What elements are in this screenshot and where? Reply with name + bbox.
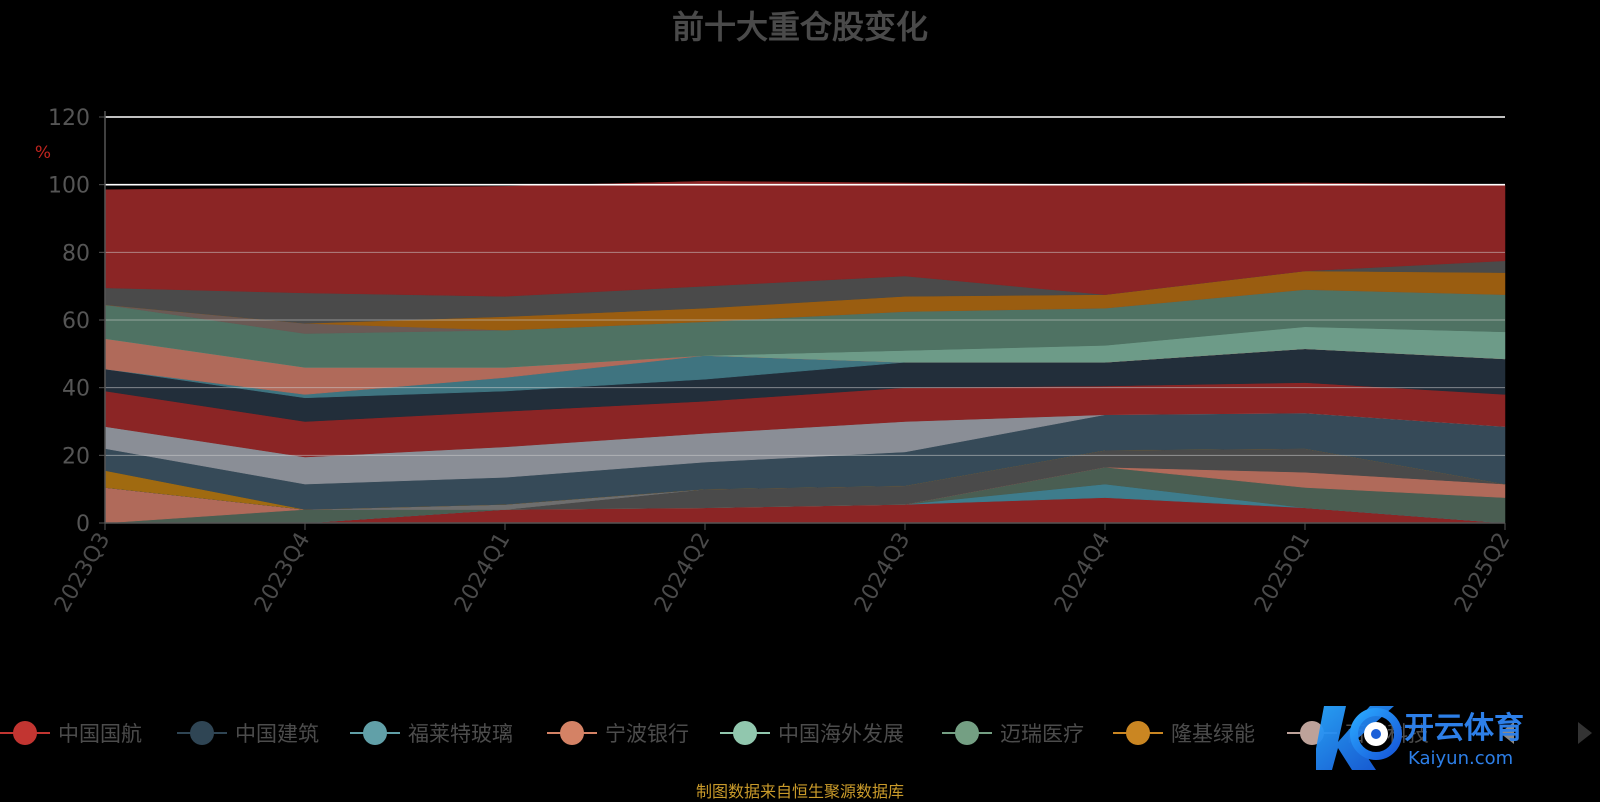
y-tick-label-40: 40	[62, 377, 90, 402]
legend: 中国国航中国建筑福莱特玻璃宁波银行中国海外发展迈瑞医疗隆基绿能百济科技	[0, 718, 1600, 748]
legend-label: 中国建筑	[235, 722, 319, 746]
footer-source-note: 制图数据来自恒生聚源数据库	[695, 782, 904, 801]
x-tick-label-2025Q2: 2025Q2	[1450, 529, 1515, 617]
y-tick-label-80: 80	[62, 241, 90, 266]
x-tick-label-2024Q1: 2024Q1	[450, 529, 515, 617]
y-tick-label-0: 0	[76, 512, 90, 537]
y-tick-label-60: 60	[62, 309, 90, 334]
x-tick-label-2024Q4: 2024Q4	[1050, 529, 1115, 617]
x-tick-labels: 2023Q3 2023Q4 2024Q1 2024Q2 2024Q3 2024Q4 2025…	[50, 529, 1515, 617]
area-layer-21	[104, 181, 1506, 297]
watermark-domain-text: Kaiyun.com	[1408, 748, 1513, 769]
legend-label: 福莱特玻璃	[408, 722, 513, 746]
brand-watermark-logo: 开云体育 Kaiyun.com	[1316, 706, 1524, 770]
x-tick-label-2024Q2: 2024Q2	[650, 529, 715, 617]
legend-item-2[interactable]: 福莱特玻璃	[350, 718, 513, 748]
legend-item-4[interactable]: 中国海外发展	[720, 718, 904, 748]
legend-marker-icon	[350, 718, 400, 748]
gridlines	[105, 116, 1505, 456]
legend-item-3[interactable]: 宁波银行	[547, 718, 689, 748]
legend-marker-icon	[177, 718, 227, 748]
legend-marker-icon	[0, 718, 50, 748]
legend-prev-page-arrow-icon[interactable]	[1500, 722, 1514, 744]
legend-item-0[interactable]: 中国国航	[0, 718, 142, 748]
legend-label: 宁波银行	[605, 722, 689, 746]
legend-item-5[interactable]: 迈瑞医疗	[942, 718, 1084, 748]
y-tick-label-100: 100	[48, 174, 90, 199]
legend-label: 中国海外发展	[778, 722, 904, 746]
legend-marker-icon	[1113, 718, 1163, 748]
x-tick-label-2023Q4: 2023Q4	[250, 529, 315, 617]
chart-title: 前十大重仓股变化	[671, 8, 928, 46]
stacked-area-chart: 0 20 40 60 80 100 120 2023Q3 2023Q4 2024Q1 2024Q2…	[35, 106, 1515, 617]
axes	[99, 111, 1506, 530]
legend-label: 迈瑞医疗	[1000, 722, 1084, 746]
x-tick-label-2024Q3: 2024Q3	[850, 529, 915, 617]
x-tick-label-2023Q3: 2023Q3	[50, 529, 115, 617]
legend-marker-icon	[942, 718, 992, 748]
x-tick-label-2025Q1: 2025Q1	[1250, 529, 1315, 617]
y-tick-label-120: 120	[48, 106, 90, 131]
legend-item-6[interactable]: 隆基绿能	[1113, 718, 1255, 748]
y-axis-label: %	[35, 143, 51, 163]
area-series	[104, 181, 1506, 524]
legend-label: 中国国航	[58, 722, 142, 746]
y-tick-labels: 0 20 40 60 80 100 120	[48, 106, 90, 537]
legend-next-page-arrow-icon[interactable]	[1578, 722, 1592, 744]
legend-marker-icon	[720, 718, 770, 748]
legend-marker-icon	[547, 718, 597, 748]
watermark-brand-text: 开云体育	[1404, 711, 1524, 746]
legend-label: 隆基绿能	[1171, 722, 1255, 746]
legend-item-1[interactable]: 中国建筑	[177, 718, 319, 748]
y-tick-label-20: 20	[62, 444, 90, 469]
